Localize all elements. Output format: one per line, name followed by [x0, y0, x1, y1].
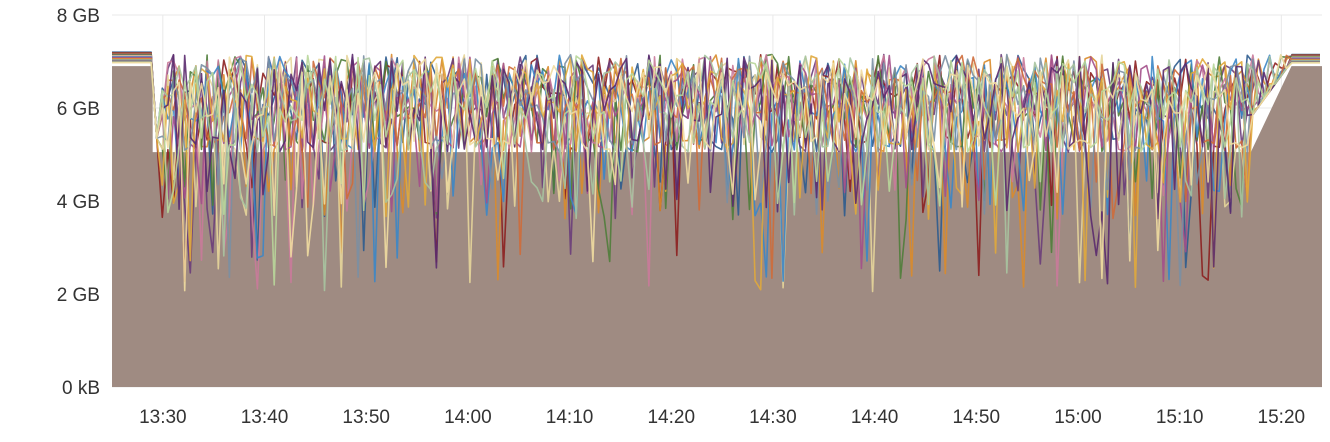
- y-tick-label: 6 GB: [57, 99, 100, 120]
- x-tick-label: 14:00: [444, 407, 492, 428]
- y-axis: 0 kB 2 GB 4 GB 6 GB 8 GB: [57, 6, 100, 399]
- area-layer: [112, 66, 1322, 388]
- y-tick-label: 0 kB: [62, 378, 100, 399]
- series-line: [112, 54, 1320, 286]
- series-line: [112, 53, 1320, 285]
- x-tick-label: 14:40: [851, 407, 899, 428]
- x-tick-label: 15:10: [1156, 407, 1204, 428]
- series-line: [112, 54, 1320, 292]
- series-line: [112, 53, 1320, 287]
- x-tick-label: 14:10: [546, 407, 594, 428]
- y-tick-label: 2 GB: [57, 285, 100, 306]
- x-tick-label: 15:20: [1258, 407, 1306, 428]
- memory-area: [112, 66, 1322, 388]
- x-tick-label: 13:50: [342, 407, 390, 428]
- series-line: [112, 54, 1320, 292]
- y-tick-label: 4 GB: [57, 192, 100, 213]
- x-tick-label: 14:20: [647, 407, 695, 428]
- y-tick-label: 8 GB: [57, 6, 100, 27]
- x-axis: 13:30 13:40 13:50 14:00 14:10 14:20 14:30 14:40…: [139, 407, 1305, 428]
- x-tick-label: 13:40: [241, 407, 289, 428]
- x-tick-label: 14:50: [953, 407, 1001, 428]
- x-tick-label: 15:00: [1054, 407, 1102, 428]
- x-tick-label: 13:30: [139, 407, 187, 428]
- x-tick-label: 14:30: [749, 407, 797, 428]
- series-lines: [112, 51, 1320, 293]
- series-line: [112, 54, 1320, 282]
